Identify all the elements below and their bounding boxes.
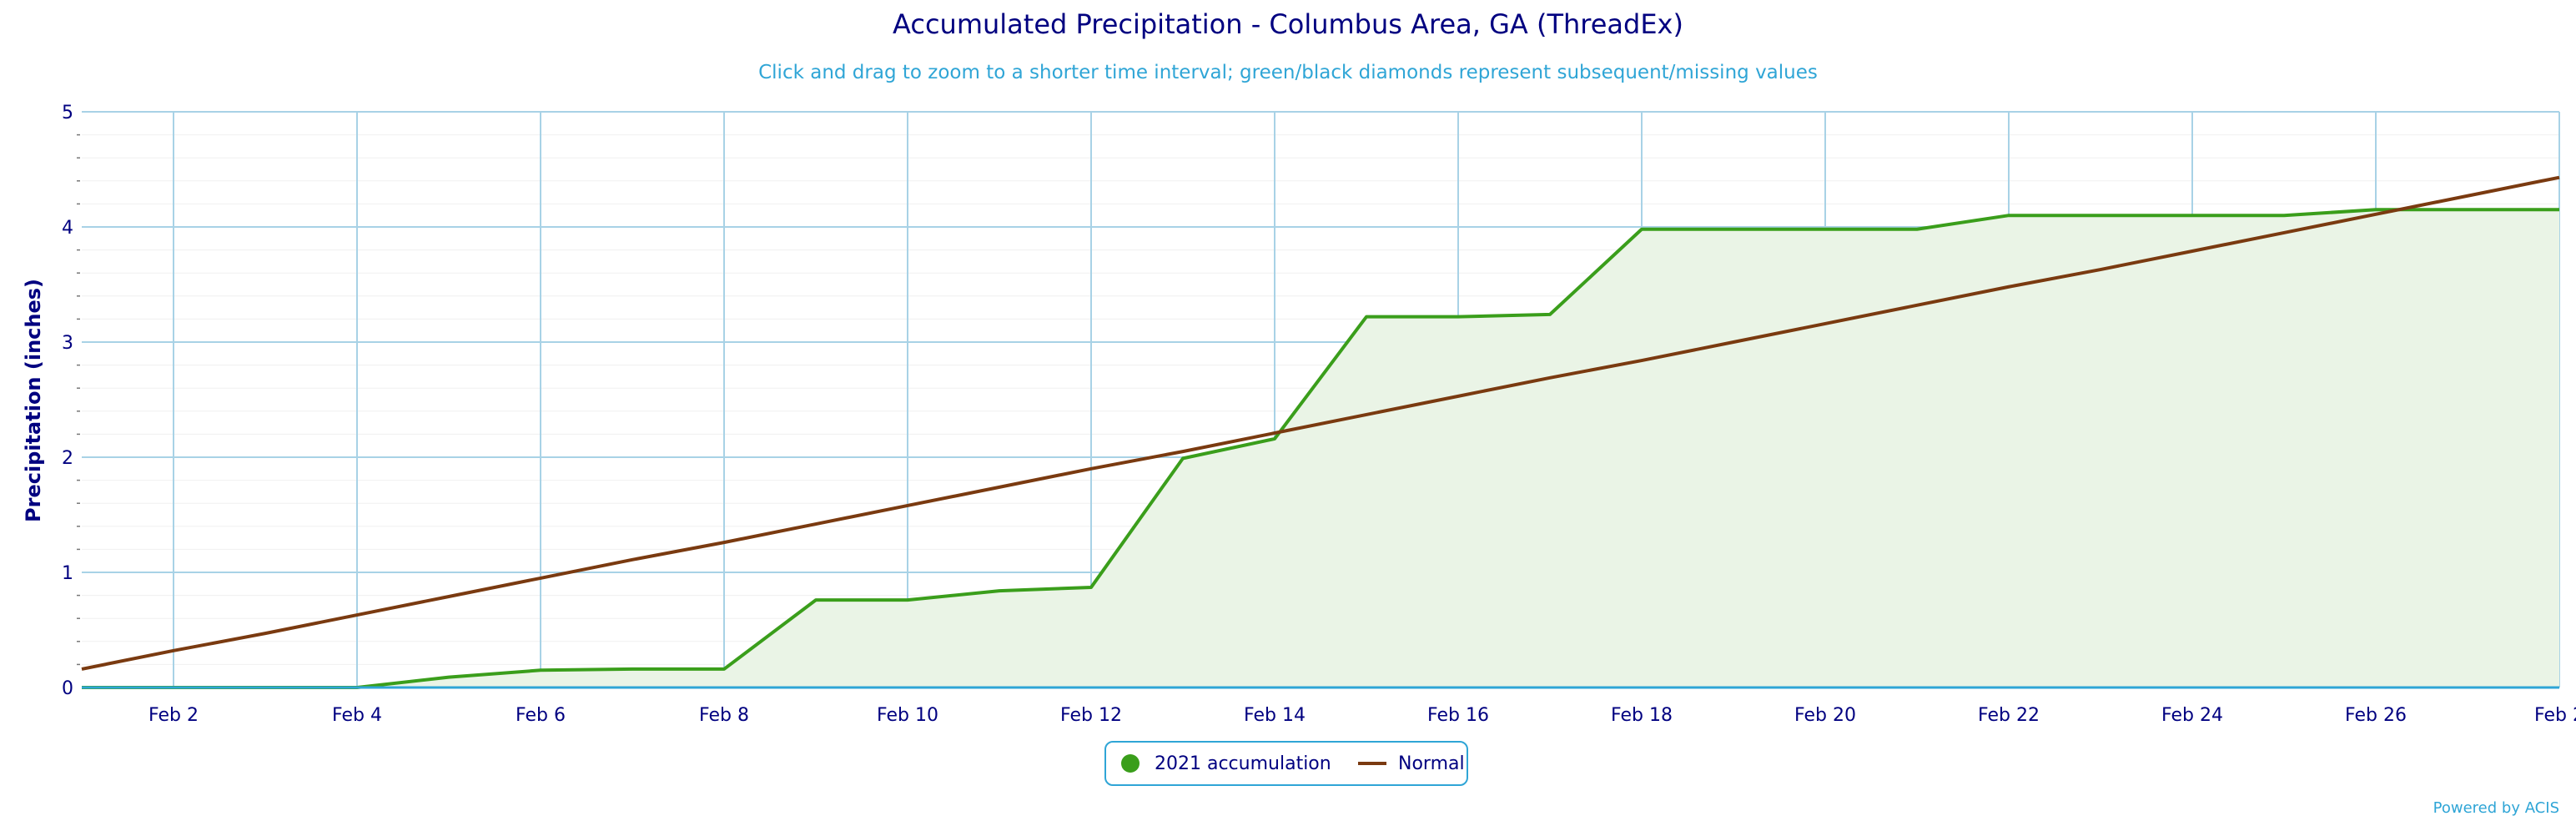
y-tick-label: 1 (62, 563, 73, 584)
legend-label: 2021 accumulation (1155, 753, 1331, 774)
x-tick-label: Feb 26 (2345, 705, 2407, 726)
legend-marker-line-icon (1358, 762, 1386, 765)
x-tick-label: Feb 12 (1060, 705, 1122, 726)
series-2021-accumulation-area (82, 209, 2559, 688)
y-tick-label: 5 (62, 103, 73, 123)
y-tick-label: 4 (62, 218, 73, 239)
y-tick-label: 0 (62, 678, 73, 699)
x-tick-label: Feb 6 (516, 705, 566, 726)
legend-label: Normal (1398, 753, 1465, 774)
x-tick-label: Feb 2 (148, 705, 199, 726)
credit-link[interactable]: Powered by ACIS (2433, 799, 2559, 817)
series-normal-line (81, 175, 2560, 671)
x-tick-label: Feb 24 (2161, 705, 2223, 726)
y-tick-label: 3 (62, 333, 73, 354)
x-tick-label: Feb 16 (1427, 705, 1489, 726)
x-tick-label: Feb 22 (1978, 705, 2040, 726)
x-tick-label: Feb 10 (877, 705, 938, 726)
x-tick-label: Feb 4 (332, 705, 382, 726)
legend-item-2021-accumulation[interactable]: 2021 accumulation (1121, 743, 1331, 784)
chart-subtitle: Click and drag to zoom to a shorter time… (758, 62, 1818, 83)
legend-marker-circle-icon (1121, 754, 1140, 773)
axis-layer: 0 1 2 3 4 5 Feb 2 Feb 4 Feb 6 Feb 8 Feb 10 Feb 12 Fe… (62, 103, 2576, 726)
y-axis-label: Precipitation (inches) (22, 279, 45, 522)
y-tick-label: 2 (62, 448, 73, 469)
x-tick-label: Feb 8 (699, 705, 749, 726)
x-tick-label: Feb 18 (1611, 705, 1673, 726)
legend-item-normal[interactable]: Normal (1358, 743, 1465, 784)
x-tick-label: Feb 20 (1794, 705, 1856, 726)
x-tick-label: Feb 14 (1244, 705, 1306, 726)
series-layer (81, 175, 2560, 689)
legend: 2021 accumulation Normal (1104, 741, 1468, 786)
x-tick-label: Feb 2 (2534, 705, 2576, 726)
series-2021-accumulation-line (82, 208, 2559, 689)
chart-title: Accumulated Precipitation - Columbus Are… (893, 8, 1683, 40)
